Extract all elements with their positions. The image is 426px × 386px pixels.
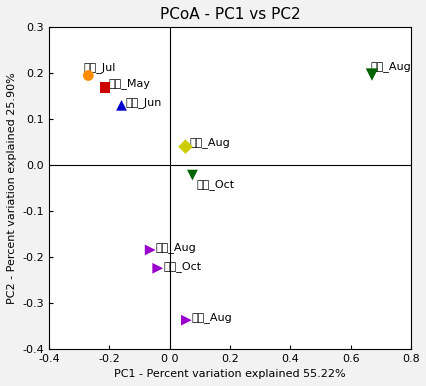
Point bbox=[147, 247, 153, 253]
X-axis label: PC1 - Percent variation explained 55.22%: PC1 - Percent variation explained 55.22% bbox=[114, 369, 345, 379]
Title: PCoA - PC1 vs PC2: PCoA - PC1 vs PC2 bbox=[159, 7, 300, 22]
Point bbox=[183, 317, 190, 323]
Text: 완주_Aug: 완주_Aug bbox=[191, 312, 232, 323]
Text: 완주_Jul: 완주_Jul bbox=[83, 62, 116, 73]
Text: 보령_May: 보령_May bbox=[109, 78, 150, 89]
Point bbox=[85, 73, 92, 79]
Text: 무주_Aug: 무주_Aug bbox=[189, 137, 230, 149]
Text: 완주_Aug: 완주_Aug bbox=[155, 242, 196, 252]
Y-axis label: PC2 - Percent variation explained 25.90%: PC2 - Percent variation explained 25.90% bbox=[7, 72, 17, 304]
Text: 완주_Oct: 완주_Oct bbox=[163, 261, 201, 272]
Point bbox=[118, 102, 125, 108]
Text: 완주_Jun: 완주_Jun bbox=[125, 97, 161, 108]
Text: 김제_Aug: 김제_Aug bbox=[370, 61, 410, 72]
Point bbox=[101, 85, 108, 91]
Point bbox=[368, 71, 374, 78]
Point bbox=[189, 172, 196, 178]
Point bbox=[181, 144, 188, 150]
Point bbox=[154, 265, 161, 271]
Text: 김제_Oct: 김제_Oct bbox=[196, 179, 234, 190]
